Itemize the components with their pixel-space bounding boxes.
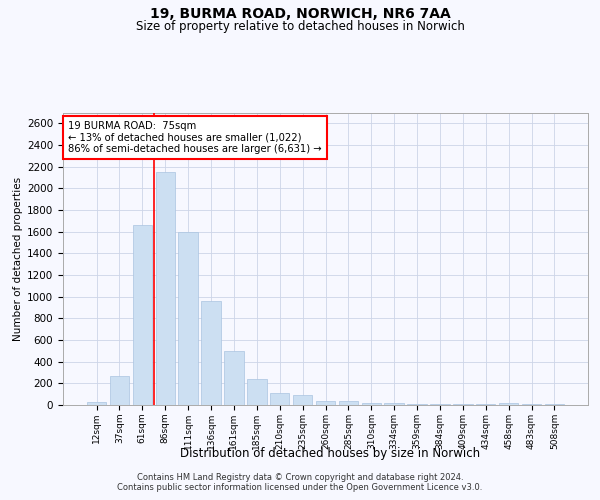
Bar bbox=[338, 400, 358, 405]
Text: Contains public sector information licensed under the Open Government Licence v3: Contains public sector information licen… bbox=[118, 484, 482, 492]
Bar bbox=[499, 403, 518, 405]
Bar bbox=[385, 403, 404, 405]
Bar bbox=[133, 225, 152, 405]
Text: 19, BURMA ROAD, NORWICH, NR6 7AA: 19, BURMA ROAD, NORWICH, NR6 7AA bbox=[149, 8, 451, 22]
Bar bbox=[87, 402, 106, 405]
Bar bbox=[110, 376, 129, 405]
Bar bbox=[247, 379, 266, 405]
Bar bbox=[453, 404, 473, 405]
Bar bbox=[270, 393, 289, 405]
Bar bbox=[430, 404, 449, 405]
Text: 19 BURMA ROAD:  75sqm
← 13% of detached houses are smaller (1,022)
86% of semi-d: 19 BURMA ROAD: 75sqm ← 13% of detached h… bbox=[68, 122, 322, 154]
Bar bbox=[476, 404, 496, 405]
Y-axis label: Number of detached properties: Number of detached properties bbox=[13, 176, 23, 341]
Bar bbox=[155, 172, 175, 405]
Bar bbox=[545, 404, 564, 405]
Bar bbox=[293, 395, 313, 405]
Bar bbox=[362, 403, 381, 405]
Bar bbox=[202, 301, 221, 405]
Bar bbox=[224, 351, 244, 405]
Bar bbox=[316, 400, 335, 405]
Text: Contains HM Land Registry data © Crown copyright and database right 2024.: Contains HM Land Registry data © Crown c… bbox=[137, 472, 463, 482]
Text: Distribution of detached houses by size in Norwich: Distribution of detached houses by size … bbox=[180, 448, 480, 460]
Text: Size of property relative to detached houses in Norwich: Size of property relative to detached ho… bbox=[136, 20, 464, 33]
Bar bbox=[522, 404, 541, 405]
Bar bbox=[407, 404, 427, 405]
Bar bbox=[178, 232, 198, 405]
